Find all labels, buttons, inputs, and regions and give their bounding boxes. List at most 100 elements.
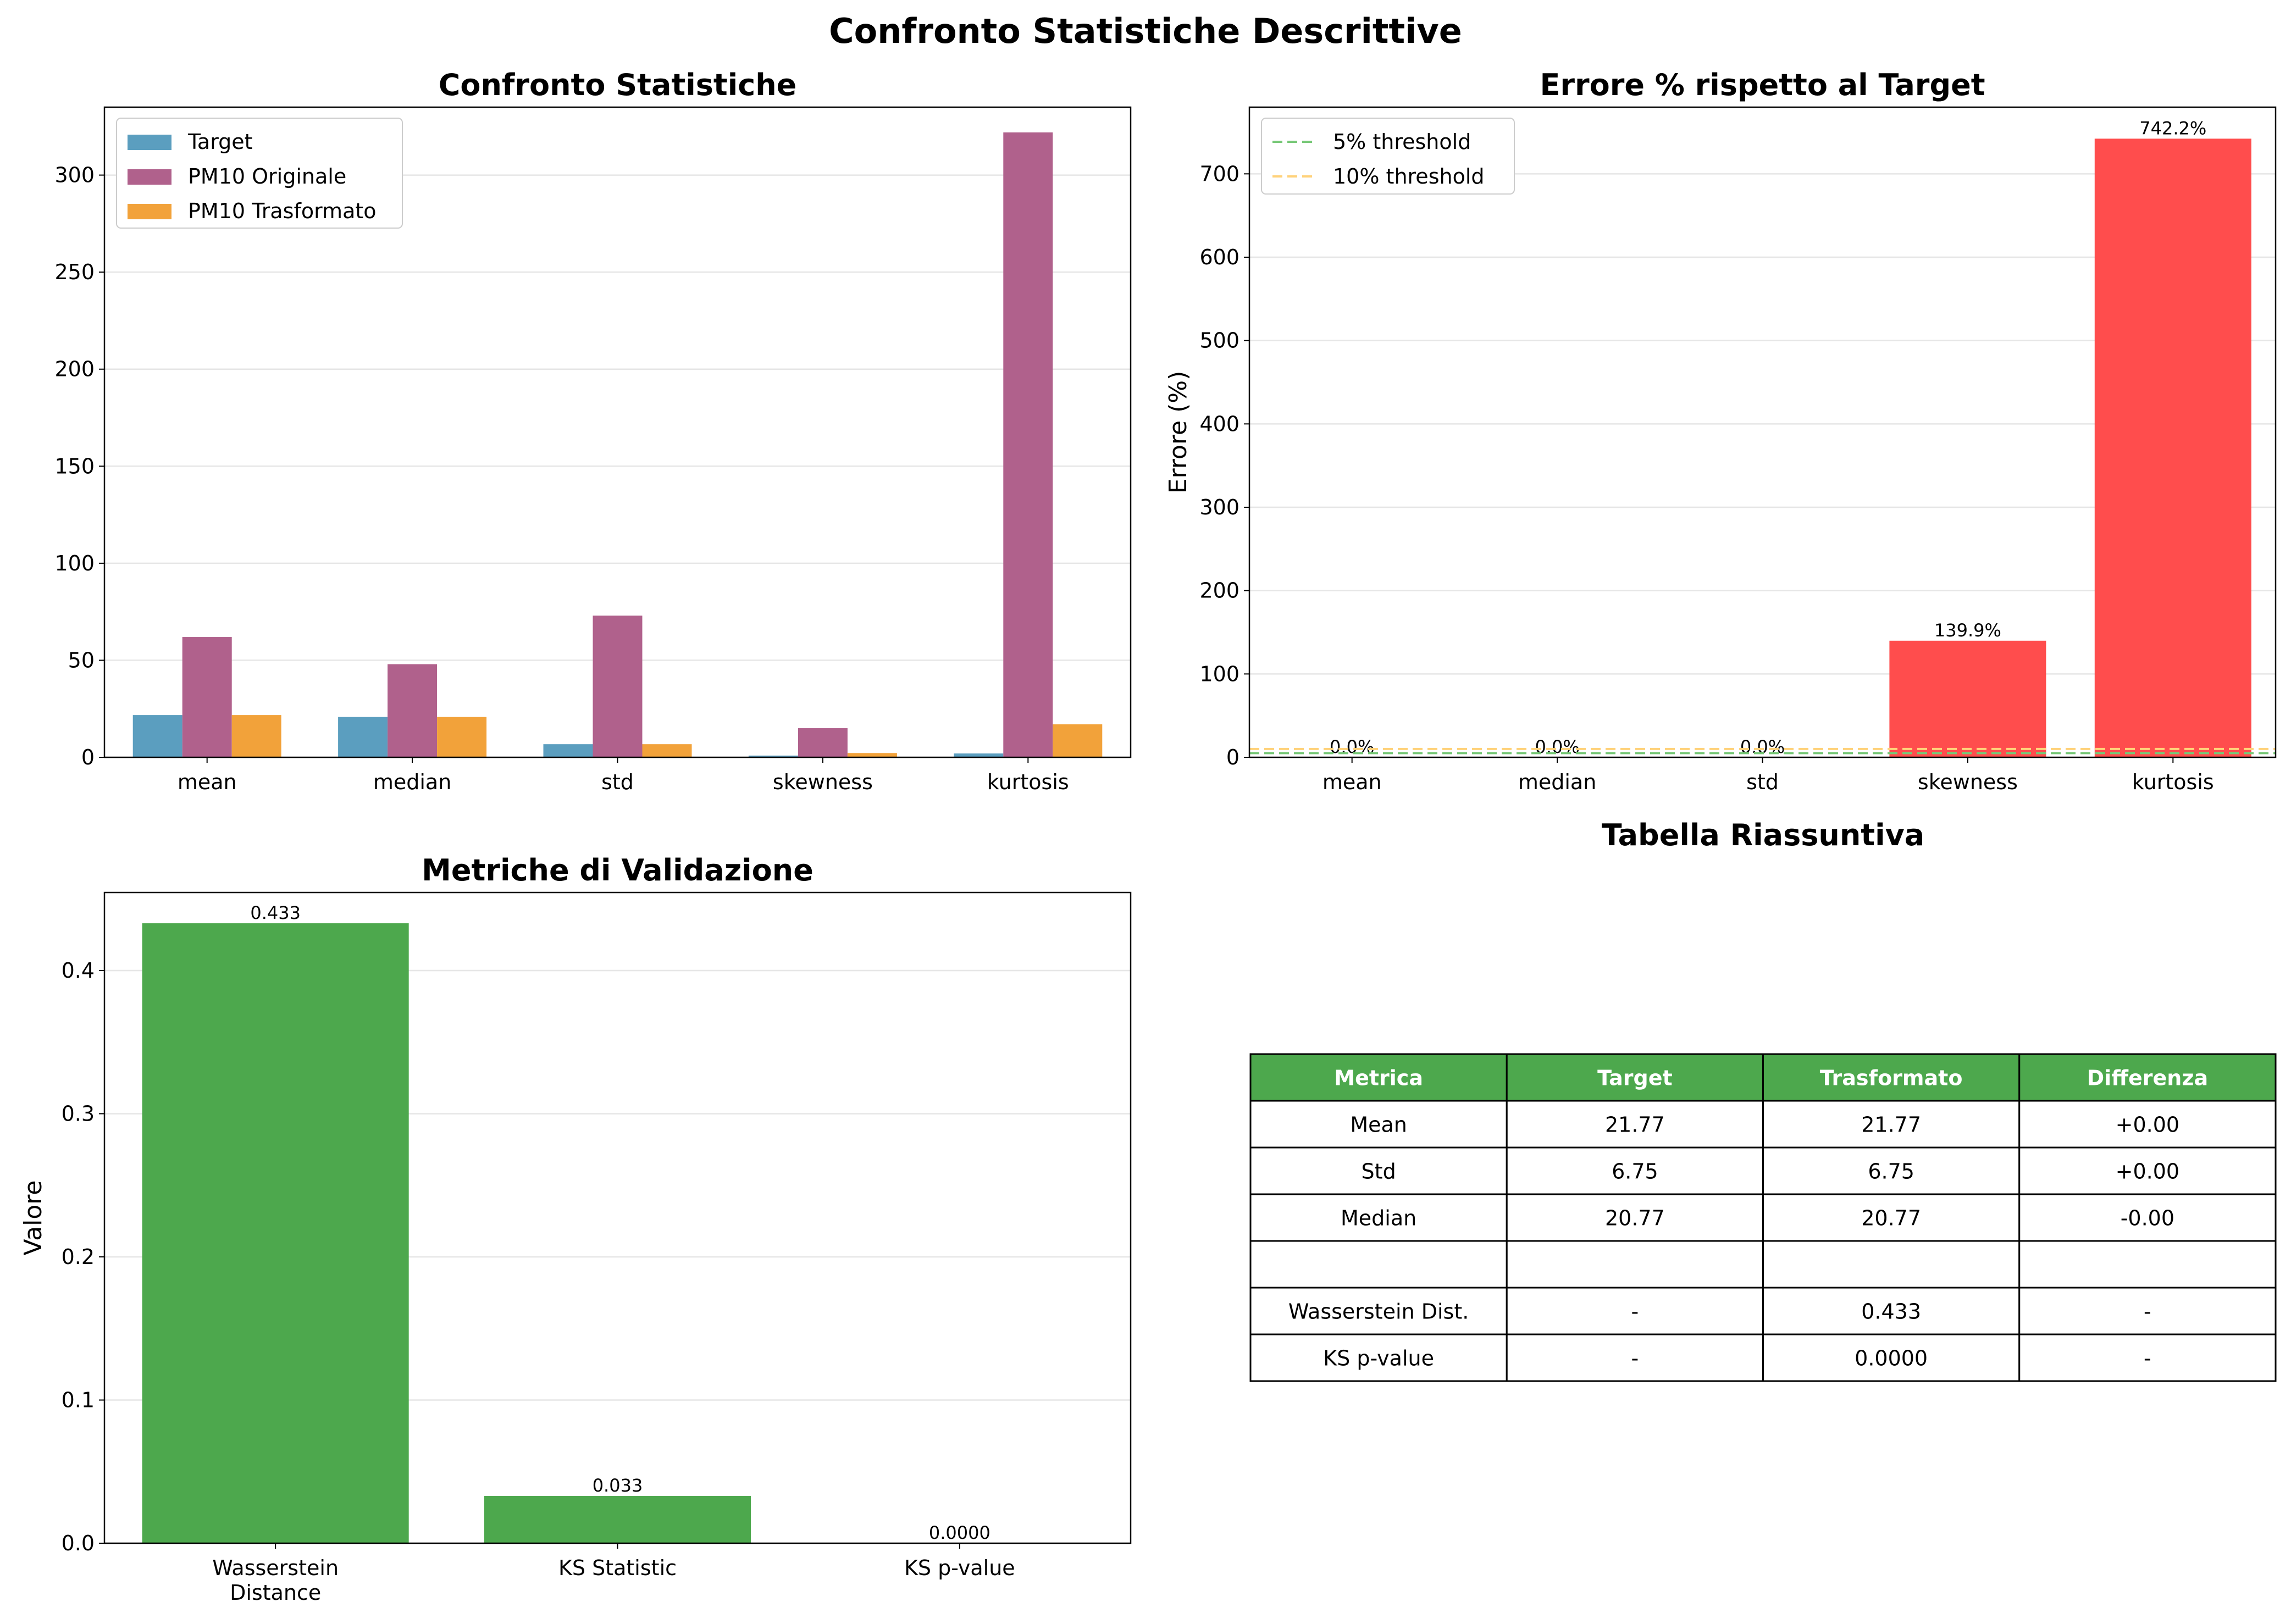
y-tick-label: 700 xyxy=(1199,162,1239,186)
table-cell xyxy=(1249,1333,1508,1382)
legend: Target PM10 Originale PM10 Trasformato xyxy=(116,118,403,229)
table-cell-text: 20.77 xyxy=(1605,1206,1665,1231)
legend-label: Target xyxy=(187,130,253,154)
x-tick-label: Distance xyxy=(230,1581,321,1605)
table-header-label: Metrica xyxy=(1334,1066,1423,1090)
x-tick-label: std xyxy=(1746,770,1779,794)
table-header-label: Target xyxy=(1597,1066,1673,1090)
bar-pm10-trasformato xyxy=(437,717,487,757)
bar-target xyxy=(338,717,388,757)
y-tick-label: 400 xyxy=(1199,412,1239,436)
bar-target xyxy=(954,753,1004,757)
bar-error xyxy=(1889,640,2046,757)
bar-pm10-trasformato xyxy=(847,753,897,757)
y-tick-label: 300 xyxy=(54,163,95,187)
table-cell-text: +0.00 xyxy=(2116,1160,2179,1184)
y-tick-label: 150 xyxy=(54,454,95,478)
y-tick-label: 200 xyxy=(1199,579,1239,603)
table-cell-text: Wasserstein Dist. xyxy=(1288,1300,1469,1324)
plot-frame xyxy=(1248,106,2277,758)
bar-pm10-trasformato xyxy=(1053,724,1103,757)
table-cell xyxy=(2018,1193,2277,1242)
table-cell-text: 0.0000 xyxy=(1855,1346,1928,1371)
table-cell xyxy=(2018,1240,2277,1289)
y-tick-label: 100 xyxy=(54,551,95,575)
table-cell xyxy=(1506,1287,1764,1335)
x-tick-label: median xyxy=(1518,770,1596,794)
table-header-label: Differenza xyxy=(2087,1066,2208,1090)
x-tick-label: skewness xyxy=(773,770,873,794)
legend-swatch xyxy=(128,204,171,219)
table-cell-text: - xyxy=(1631,1346,1639,1371)
table-cell xyxy=(2018,1100,2277,1149)
x-tick-label: kurtosis xyxy=(987,770,1069,794)
data-label: 0.0000 xyxy=(929,1522,990,1543)
y-tick-label: 0.2 xyxy=(62,1245,95,1269)
data-label: 742.2% xyxy=(2139,118,2206,138)
chart-confronto-statistiche: 0 50 100 150 200 250 300 Confronto Statistiche m… xyxy=(54,68,1132,794)
table-cell xyxy=(2018,1287,2277,1335)
table-cell-text: - xyxy=(2144,1346,2151,1371)
bar-pm10-originale xyxy=(182,637,232,757)
table-cell xyxy=(1249,1193,1508,1242)
legend-swatch xyxy=(128,135,171,150)
y-tick-label: 0.3 xyxy=(62,1101,95,1126)
table-cell xyxy=(1762,1146,2021,1195)
plot-frame xyxy=(103,891,1132,1544)
y-tick-label: 100 xyxy=(1199,662,1239,686)
table-cell-text: 6.75 xyxy=(1612,1160,1658,1184)
x-tick-label: KS p-value xyxy=(904,1556,1015,1580)
table-cell-text: 0.433 xyxy=(1861,1300,1921,1324)
plot-frame xyxy=(103,106,1132,758)
bar-metric xyxy=(142,923,409,1543)
data-label: 0.433 xyxy=(250,902,301,923)
y-tick-label: 250 xyxy=(54,260,95,284)
x-tick-label: Wasserstein xyxy=(212,1556,339,1580)
summary-table: Tabella Riassuntiva Metrica Target Trasform… xyxy=(1249,818,2277,1382)
chart-metriche-validazione: 0.0 0.1 0.2 0.3 0.4 Metriche di Validazione Va… xyxy=(19,853,1132,1605)
x-tick-label: KS Statistic xyxy=(558,1556,677,1580)
table-header-cell xyxy=(1762,1053,2021,1102)
bar-pm10-originale xyxy=(593,616,643,757)
bar-target xyxy=(543,744,593,757)
table-cell-text: 21.77 xyxy=(1861,1113,1921,1137)
table-cell-text: -0.00 xyxy=(2121,1206,2174,1231)
table-cell xyxy=(2018,1333,2277,1382)
y-tick-label: 0.0 xyxy=(62,1531,95,1555)
y-tick-label: 600 xyxy=(1199,245,1239,269)
bar-pm10-originale xyxy=(798,728,848,757)
legend-label: PM10 Originale xyxy=(188,164,346,189)
y-tick-label: 200 xyxy=(54,357,95,381)
table-cell xyxy=(2018,1146,2277,1195)
data-label: 0.0% xyxy=(1535,736,1579,757)
x-tick-label: std xyxy=(601,770,634,794)
table-cell xyxy=(1506,1333,1764,1382)
table-title: Tabella Riassuntiva xyxy=(1602,818,1925,852)
table-header-label: Trasformato xyxy=(1820,1066,1963,1090)
table-cell xyxy=(1762,1240,2021,1289)
table-cell-text: Mean xyxy=(1350,1113,1407,1137)
y-tick-label: 0 xyxy=(81,745,95,769)
data-label: 0.033 xyxy=(593,1475,643,1496)
y-axis-label: Errore (%) xyxy=(1164,371,1192,494)
figure-title: Confronto Statistiche Descrittive xyxy=(829,11,1462,51)
table-cell-text: 6.75 xyxy=(1868,1160,1914,1184)
y-tick-label: 0.1 xyxy=(62,1388,95,1412)
table-cell-text: Median xyxy=(1341,1206,1416,1231)
table-cell-text: +0.00 xyxy=(2116,1113,2179,1137)
legend: 5% threshold 10% threshold xyxy=(1261,118,1515,195)
bar-target xyxy=(748,755,798,757)
data-label: 139.9% xyxy=(1934,620,2001,641)
legend-label: PM10 Trasformato xyxy=(188,199,377,223)
bar-target xyxy=(132,715,182,757)
y-tick-label: 50 xyxy=(68,648,95,672)
legend-label: 10% threshold xyxy=(1333,164,1485,189)
legend-box xyxy=(1261,118,1515,195)
x-tick-label: mean xyxy=(1322,770,1382,794)
x-tick-label: mean xyxy=(178,770,237,794)
x-tick-label: kurtosis xyxy=(2132,770,2214,794)
table-header-cell xyxy=(2018,1053,2277,1102)
table-cell xyxy=(1762,1193,2021,1242)
table-cell xyxy=(1249,1146,1508,1195)
y-tick-label: 300 xyxy=(1199,495,1239,519)
